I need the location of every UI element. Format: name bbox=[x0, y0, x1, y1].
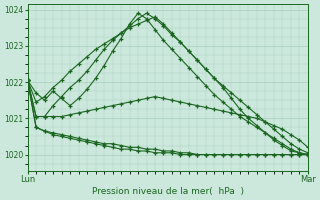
X-axis label: Pression niveau de la mer(  hPa  ): Pression niveau de la mer( hPa ) bbox=[92, 187, 244, 196]
